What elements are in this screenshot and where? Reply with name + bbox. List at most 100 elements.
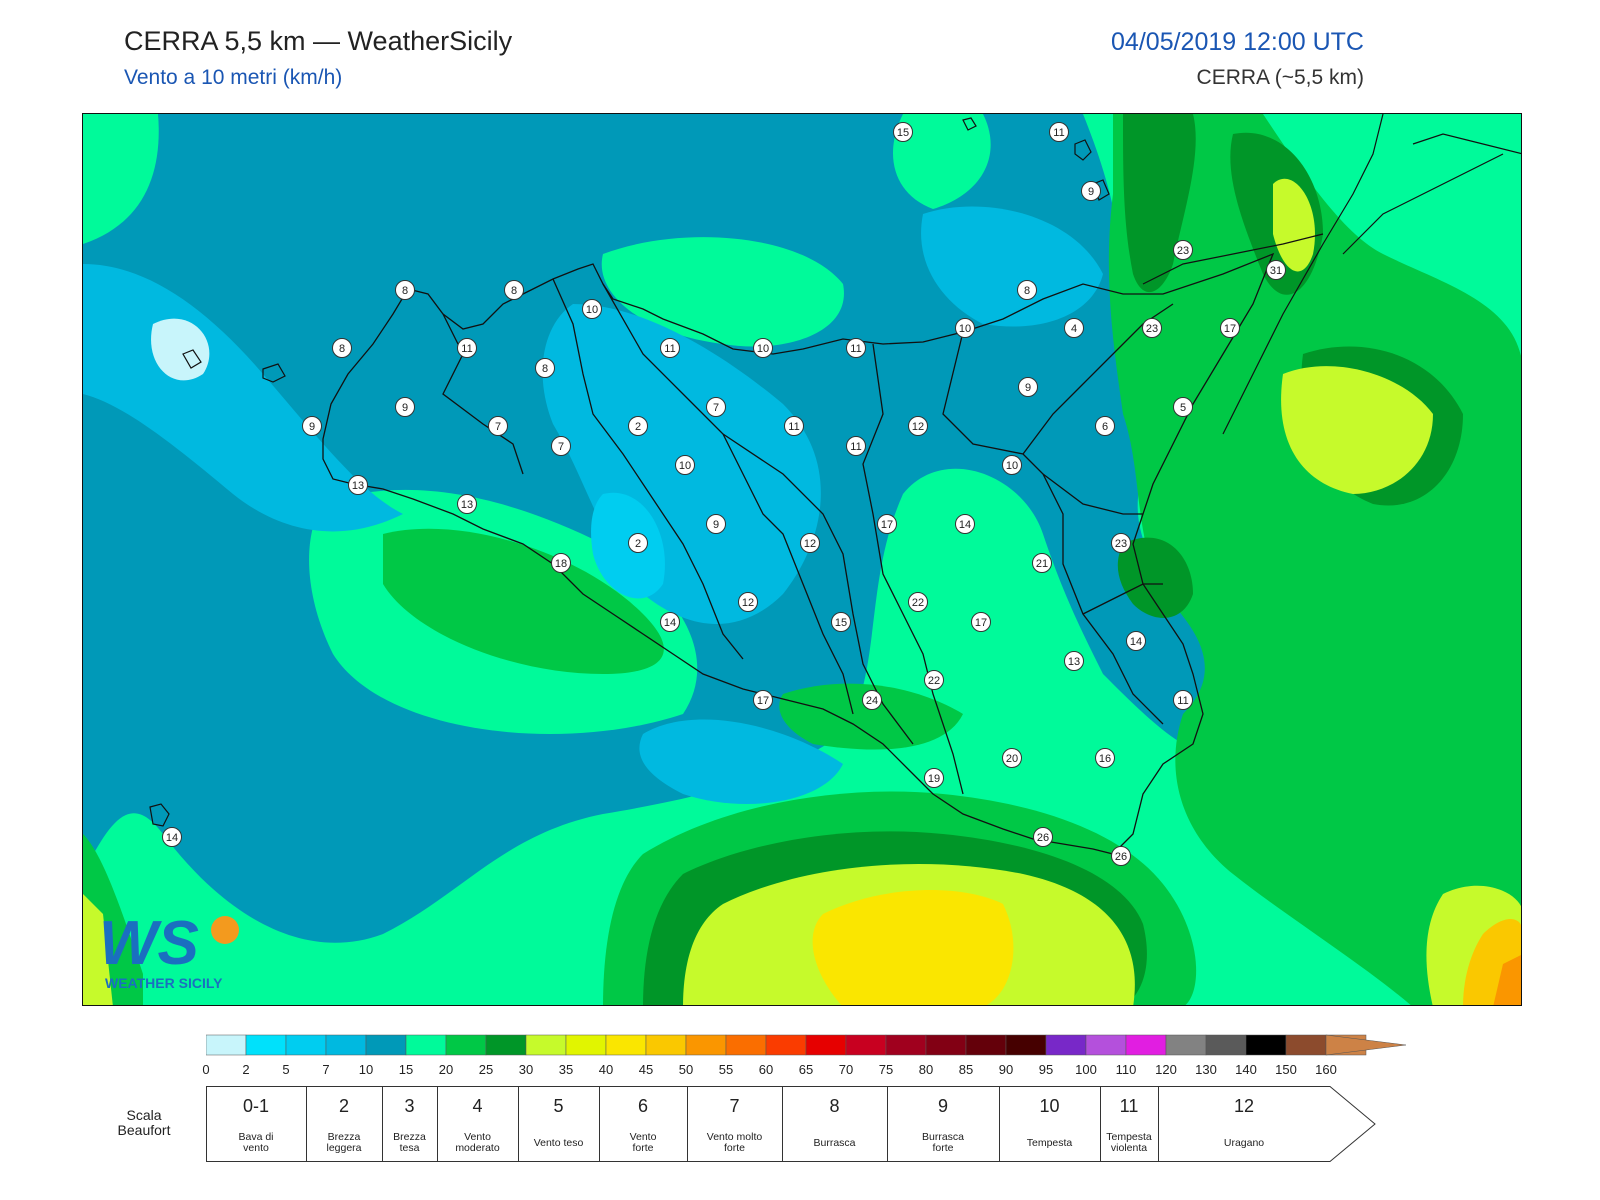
beaufort-description: Vento [464,1131,491,1143]
colorbar-tick-label: 150 [1275,1062,1297,1077]
beaufort-description: Uragano [1224,1137,1264,1149]
beaufort-description: Tempesta [1027,1137,1073,1149]
colorbar-swatch [965,1034,1007,1056]
station-circle [457,494,477,514]
station-circle [1002,748,1022,768]
station-wind-value: 8 [542,363,548,375]
colorbar-tick-label: 40 [598,1062,614,1077]
station-circle [628,416,648,436]
station-marker: 11 [457,338,477,358]
station-wind-value: 5 [1180,402,1186,414]
station-marker: 8 [504,280,524,300]
station-circle [753,690,773,710]
colorbar-swatch [565,1034,607,1056]
station-marker: 13 [457,494,477,514]
station-circle [1064,318,1084,338]
beaufort-number: 11 [1120,1096,1139,1116]
station-circle [753,338,773,358]
beaufort-number: 8 [829,1096,839,1116]
beaufort-number: 6 [638,1096,648,1116]
station-marker: 23 [1111,533,1131,553]
station-marker: 11 [660,338,680,358]
colorbar-tick-label: 90 [998,1062,1014,1077]
colorbar-swatch [885,1034,927,1056]
station-wind-value: 9 [1025,382,1031,394]
station-circle [955,514,975,534]
station-marker: 8 [1017,280,1037,300]
station-marker: 2 [628,533,648,553]
colorbar-tick-label: 110 [1115,1062,1137,1077]
station-circle [908,592,928,612]
station-marker: 13 [348,475,368,495]
colorbar-swatch [485,1034,527,1056]
beaufort-description: Burrasca [813,1137,855,1149]
forecast-datetime: 04/05/2019 12:00 UTC [1111,28,1364,56]
beaufort-description: Vento [630,1131,657,1143]
station-wind-value: 11 [788,421,799,433]
station-marker: 22 [908,592,928,612]
station-marker: 14 [1126,631,1146,651]
station-wind-value: 23 [1115,538,1127,550]
station-wind-value: 14 [664,617,676,629]
colorbar-tick-label: 85 [958,1062,974,1077]
station-wind-value: 10 [1006,460,1018,472]
station-circle [971,612,991,632]
colorbar-tick-label: 60 [758,1062,774,1077]
islands [149,114,1521,827]
colorbar-swatch [405,1034,447,1056]
station-circle [955,318,975,338]
colorbar-swatch [765,1034,807,1056]
station-circle [348,475,368,495]
station-circle [1173,397,1193,417]
beaufort-number: 10 [1039,1096,1059,1116]
station-wind-value: 13 [1068,656,1080,668]
station-marker: 11 [1049,122,1069,142]
station-wind-value: 9 [1088,186,1094,198]
station-circle [332,338,352,358]
station-circle [457,338,477,358]
station-wind-value: 11 [1177,695,1188,707]
station-marker: 11 [846,436,866,456]
colorbar-swatch [1285,1034,1327,1056]
station-circle [1142,318,1162,338]
beaufort-cell: 10 Tempesta [999,1086,1101,1162]
beaufort-number: 4 [472,1096,482,1116]
station-wind-value: 13 [461,499,473,511]
beaufort-number: 2 [339,1096,349,1116]
colorbar-swatch [685,1034,727,1056]
colorbar-tick-labels: 0 2 5 7 10 15 20 25 30 35 40 45 50 55 60 65 70 75 80 85 90 95… [202,1062,1406,1080]
colorbar-swatch [365,1034,407,1056]
station-wind-value: 7 [495,421,501,433]
beaufort-description: violenta [1111,1142,1147,1154]
beaufort-description: forte [724,1142,745,1154]
beaufort-description: Brezza [393,1131,426,1143]
station-marker: 16 [1095,748,1115,768]
station-marker: 22 [924,670,944,690]
station-wind-value: 20 [1006,753,1018,765]
station-wind-value: 17 [975,617,987,629]
station-marker: 17 [877,514,897,534]
logo-caption: WEATHER SICILY [105,975,223,991]
colorbar-swatch [725,1034,767,1056]
colorbar-tick-label: 15 [398,1062,414,1077]
station-marker: 14 [660,612,680,632]
beaufort-description: moderato [455,1142,500,1154]
colorbar-tick-label: 75 [878,1062,894,1077]
colorbar-tick-label: 160 [1315,1062,1337,1077]
colorbar-tick-label: 0 [202,1062,210,1077]
station-marker: 11 [784,416,804,436]
beaufort-description: Burrasca [922,1131,964,1143]
station-marker: 9 [1018,377,1038,397]
station-marker: 19 [924,768,944,788]
beaufort-cell: 8 Burrasca [782,1086,888,1162]
station-circle [488,416,508,436]
beaufort-cell: 5 Vento teso [518,1086,600,1162]
station-wind-value: 2 [635,421,641,433]
colorbar-tick-label: 7 [322,1062,330,1077]
station-circle [395,280,415,300]
station-wind-value: 11 [664,343,675,355]
logo-text: WS [99,909,199,978]
